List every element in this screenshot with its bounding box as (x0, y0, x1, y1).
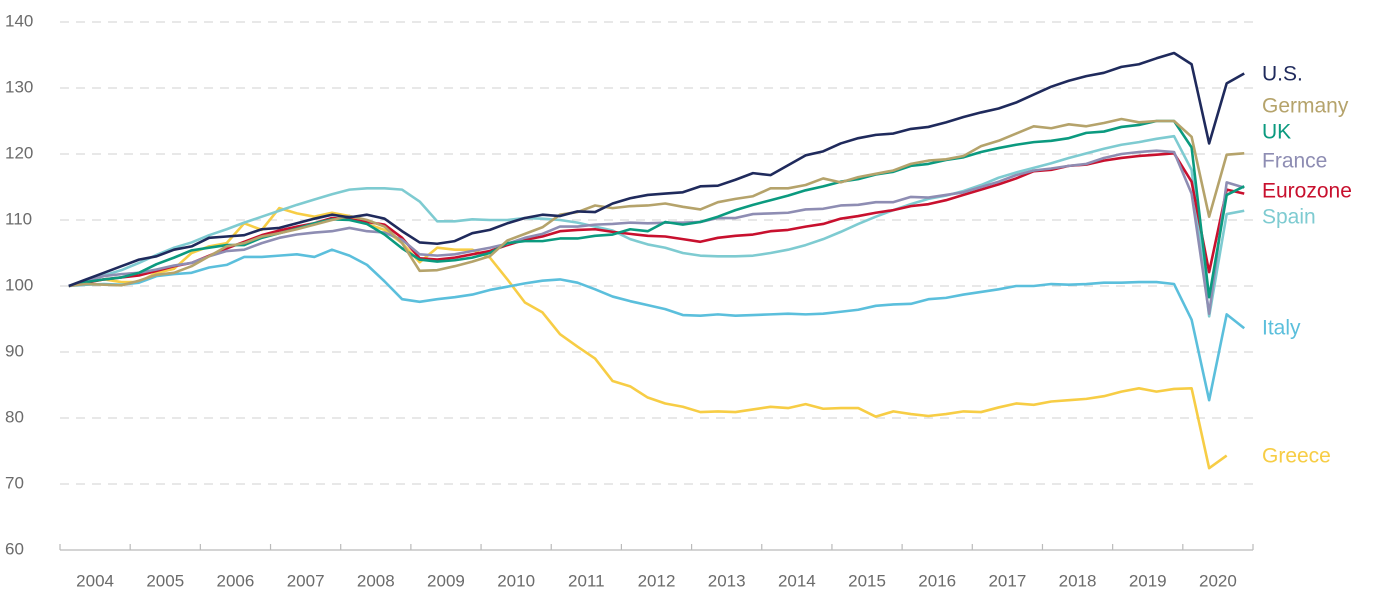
legend-label: Spain (1262, 206, 1316, 229)
x-tick-label: 2012 (638, 571, 676, 590)
y-tick-label: 110 (5, 209, 32, 228)
x-tick-label: 2017 (988, 571, 1026, 590)
x-tick-label: 2015 (848, 571, 886, 590)
legend-label: Italy (1262, 317, 1301, 340)
x-tick-label: 2010 (497, 571, 535, 590)
legend-label: Eurozone (1262, 180, 1352, 203)
x-tick-label: 2008 (357, 571, 395, 590)
y-tick-label: 80 (5, 407, 24, 426)
legend-label: France (1262, 150, 1327, 173)
y-tick-label: 130 (5, 77, 33, 96)
series-line (68, 51, 1245, 288)
x-tick-label: 2005 (146, 571, 184, 590)
series-line (68, 206, 1228, 470)
x-tick-label: 2007 (287, 571, 325, 590)
series-line (68, 149, 1245, 316)
legend-label: Greece (1262, 445, 1331, 468)
series-line (68, 117, 1245, 288)
legend-label: Germany (1262, 95, 1349, 118)
legend-label: U.S. (1262, 63, 1303, 86)
series-line (68, 248, 1246, 402)
legend-label: UK (1262, 121, 1291, 144)
x-tick-label: 2006 (217, 571, 255, 590)
x-tick-label: 2009 (427, 571, 465, 590)
x-tick-label: 2019 (1129, 571, 1167, 590)
series-line (68, 134, 1245, 318)
x-tick-label: 2018 (1059, 571, 1097, 590)
x-tick-label: 2004 (76, 571, 114, 590)
y-tick-label: 90 (5, 341, 24, 360)
x-tick-label: 2014 (778, 571, 816, 590)
y-tick-label: 140 (5, 11, 33, 30)
series-line (68, 119, 1245, 299)
y-tick-label: 70 (5, 473, 24, 492)
x-tick-label: 2013 (708, 571, 746, 590)
x-tick-label: 2016 (918, 571, 956, 590)
x-tick-label: 2020 (1199, 571, 1237, 590)
y-tick-label: 100 (5, 275, 33, 294)
x-tick-label: 2011 (568, 571, 605, 590)
y-tick-label: 60 (5, 539, 24, 558)
y-tick-label: 120 (5, 143, 33, 162)
